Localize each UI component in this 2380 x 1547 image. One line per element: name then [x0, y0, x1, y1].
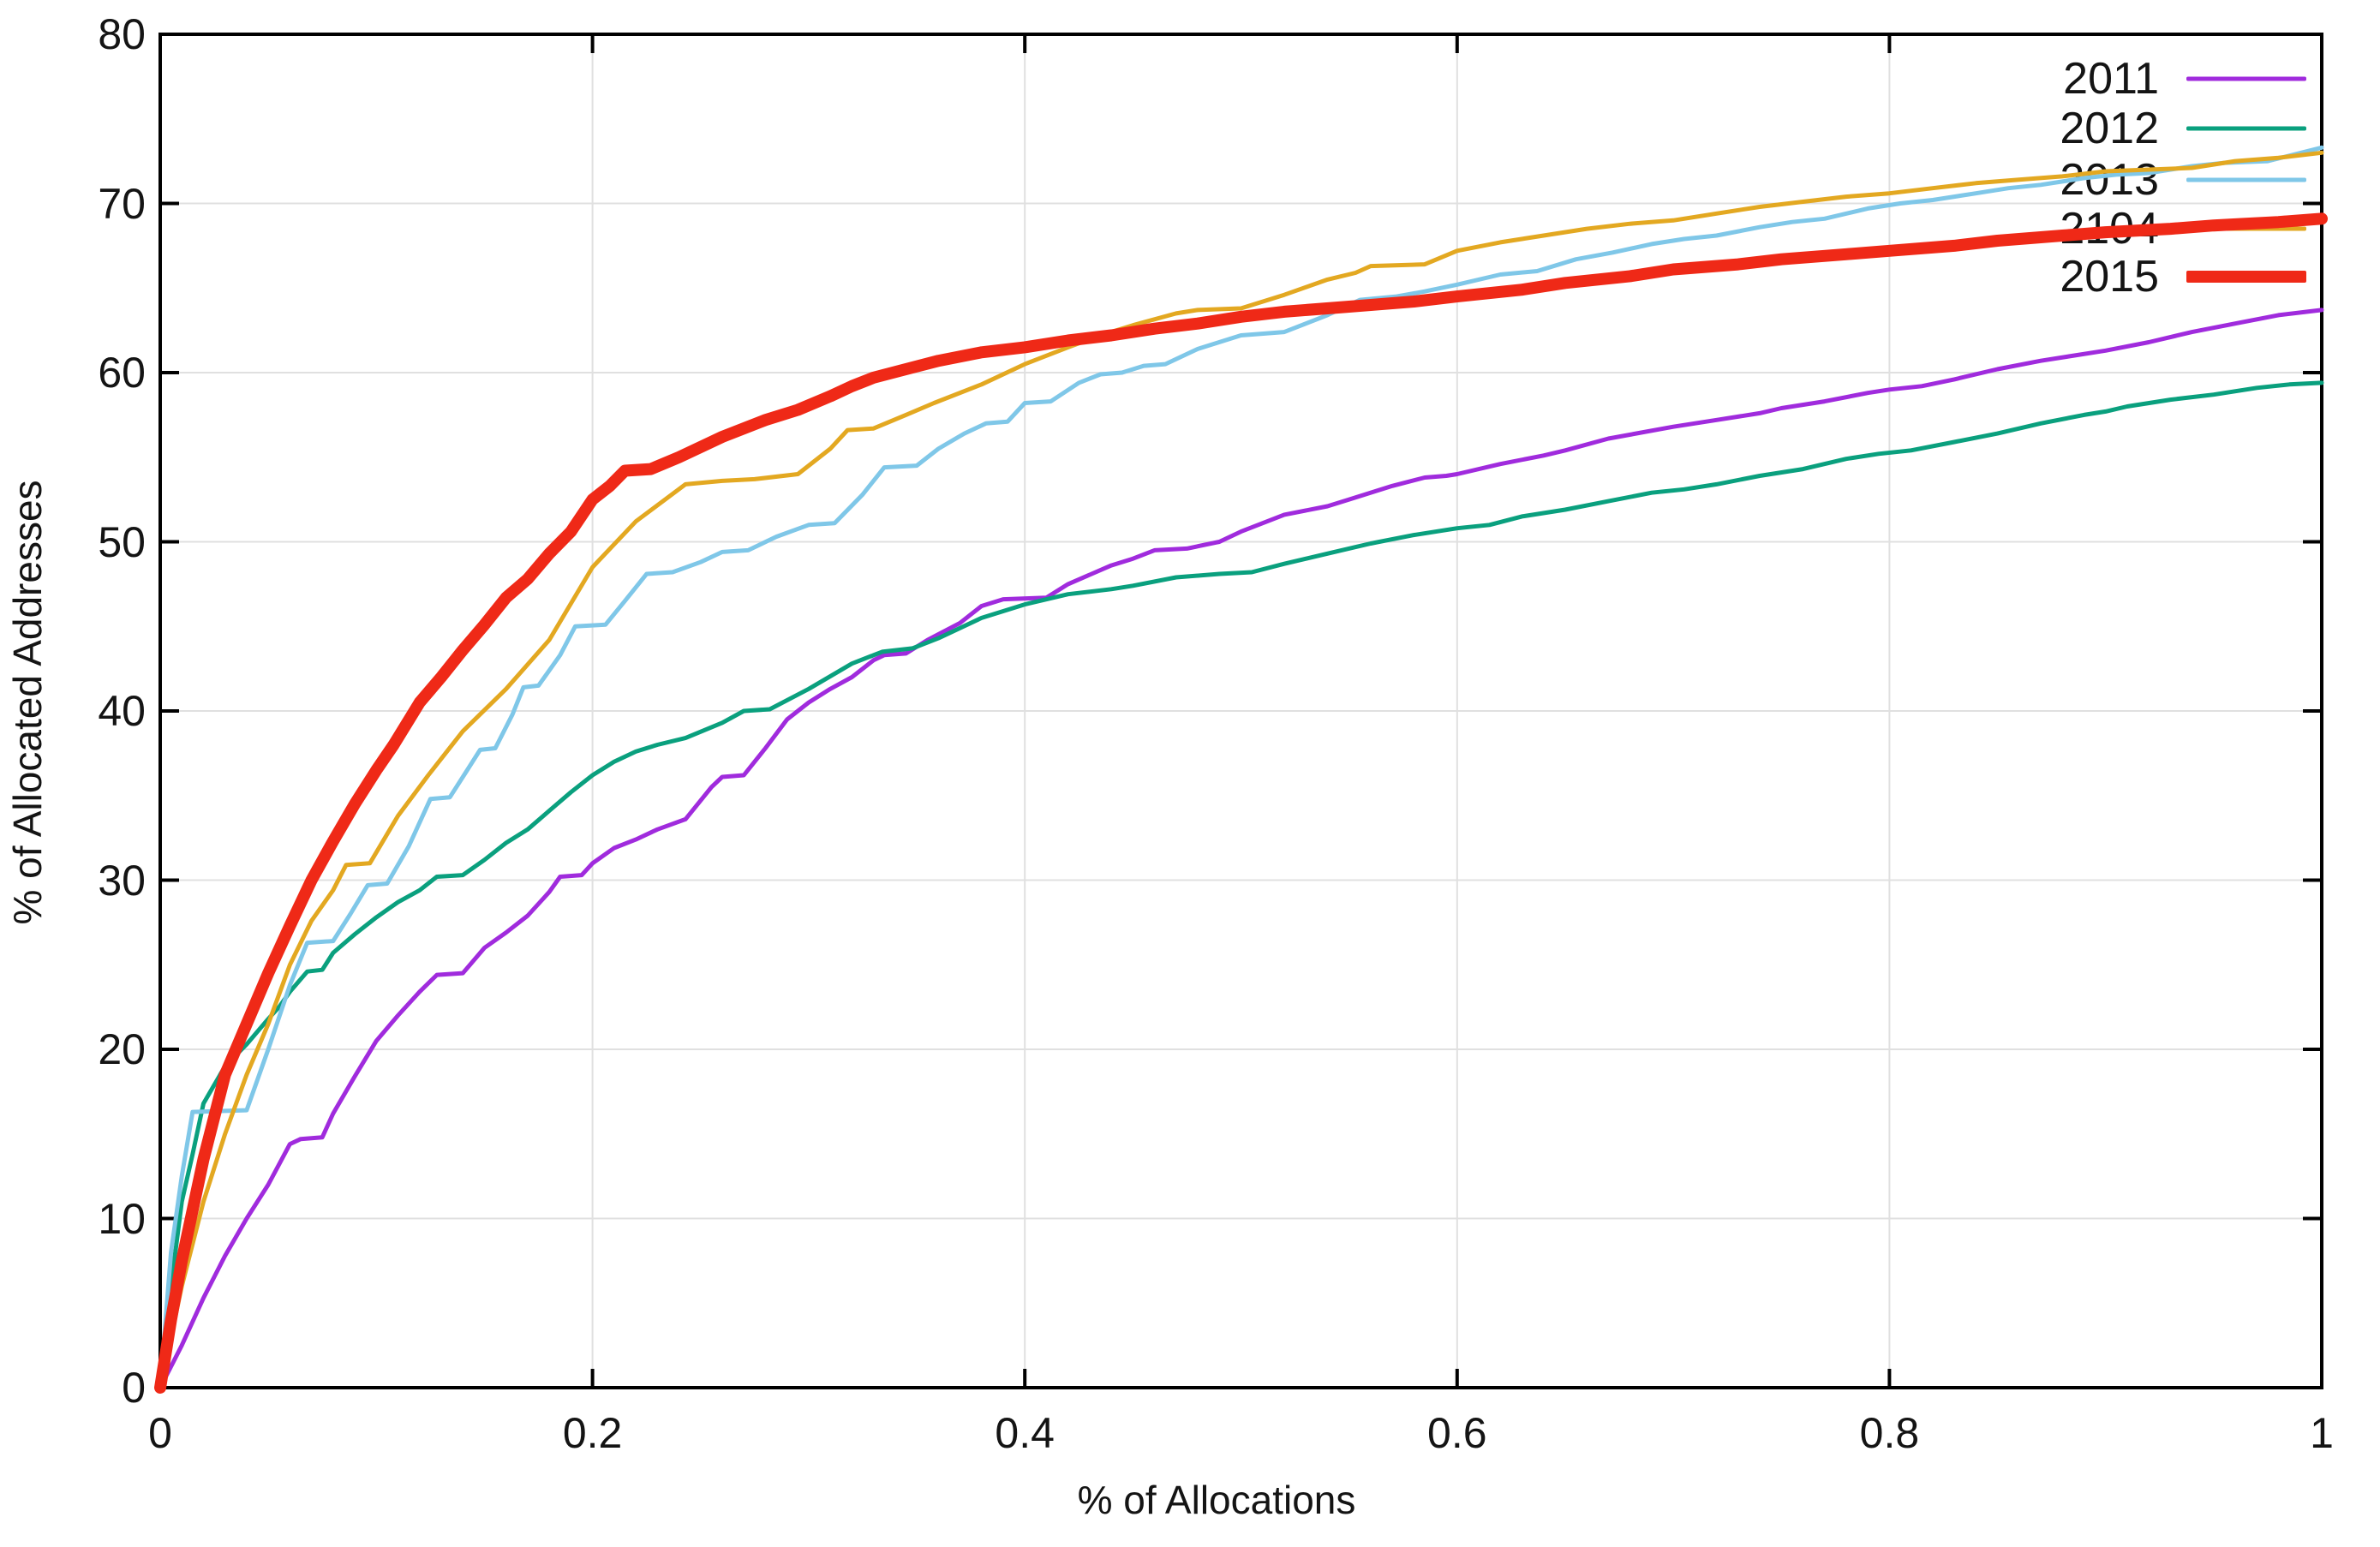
series-line-2015	[154, 212, 2328, 1394]
y-tick-label: 80	[98, 10, 146, 58]
y-tick-label: 10	[98, 1194, 146, 1243]
legend-line-sample	[2186, 177, 2306, 182]
y-tick-label: 50	[98, 517, 146, 566]
y-tick-label: 60	[98, 349, 146, 397]
x-tick-label: 0.6	[1427, 1409, 1487, 1457]
legend-label: 2011	[2063, 54, 2159, 104]
series-line-2013	[158, 145, 2324, 1390]
x-tick-label: 1	[2310, 1409, 2334, 1457]
series-line-2011	[158, 308, 2324, 1390]
y-tick-label: 40	[98, 687, 146, 735]
x-tick-label: 0.2	[562, 1409, 623, 1457]
legend-line-sample	[2186, 271, 2306, 283]
legend-label: 2012	[2060, 104, 2159, 153]
y-tick-label: 70	[98, 179, 146, 228]
legend-line-sample	[2186, 126, 2306, 131]
legend-label: 2015	[2060, 252, 2159, 302]
x-tick-label: 0.8	[1859, 1409, 1920, 1457]
series-line-2012	[158, 380, 2324, 1390]
legend-line-sample	[2186, 76, 2306, 81]
y-tick-label: 30	[98, 856, 146, 905]
x-tick-label: 0.4	[995, 1409, 1055, 1457]
series-line-2104	[158, 150, 2324, 1390]
x-tick-label: 0	[148, 1409, 172, 1457]
x-axis-title: % of Allocations	[1077, 1478, 1356, 1522]
y-tick-label: 20	[98, 1025, 146, 1073]
y-tick-label: 0	[122, 1364, 146, 1412]
